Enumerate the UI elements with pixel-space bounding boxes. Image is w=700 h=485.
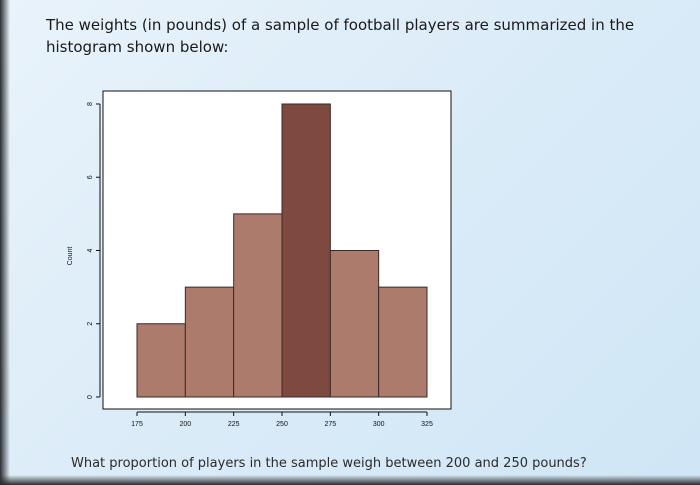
- axes-layer: 175 200 225 250 275 300 325 0 2 4 6 8: [87, 102, 433, 428]
- histogram-bar-175-200: [136, 323, 186, 398]
- bars-layer: [136, 103, 428, 398]
- histogram-bar-250-275: [281, 103, 331, 398]
- y-tick-label-4: 4: [87, 248, 94, 252]
- photo-edge-bottom: [0, 475, 700, 485]
- photo-edge-left: [0, 0, 10, 485]
- x-tick-label-275: 275: [324, 421, 336, 428]
- histogram-bar-300-325: [378, 286, 428, 398]
- question-prompt: What proportion of players in the sample…: [71, 456, 587, 471]
- question-intro-line-2: histogram shown below:: [46, 38, 229, 56]
- y-tick-label-8: 8: [87, 102, 94, 106]
- x-tick-label-300: 300: [373, 421, 385, 428]
- histogram-bar-275-300: [329, 250, 380, 398]
- histogram-bar-200-225: [184, 286, 235, 398]
- question-intro: The weights (in pounds) of a sample of f…: [46, 14, 646, 58]
- y-tick-label-6: 6: [87, 175, 94, 179]
- histogram-bar-225-250: [233, 213, 283, 398]
- x-tick-label-175: 175: [131, 421, 143, 428]
- y-tick-label-2: 2: [87, 322, 94, 326]
- y-axis-title: Count: [67, 247, 74, 266]
- x-tick-label-225: 225: [228, 421, 240, 428]
- x-tick-label-325: 325: [421, 421, 433, 428]
- x-tick-label-250: 250: [276, 421, 288, 428]
- question-intro-line-1: The weights (in pounds) of a sample of f…: [46, 16, 635, 34]
- x-tick-label-200: 200: [179, 421, 191, 428]
- y-tick-label-0: 0: [87, 395, 94, 399]
